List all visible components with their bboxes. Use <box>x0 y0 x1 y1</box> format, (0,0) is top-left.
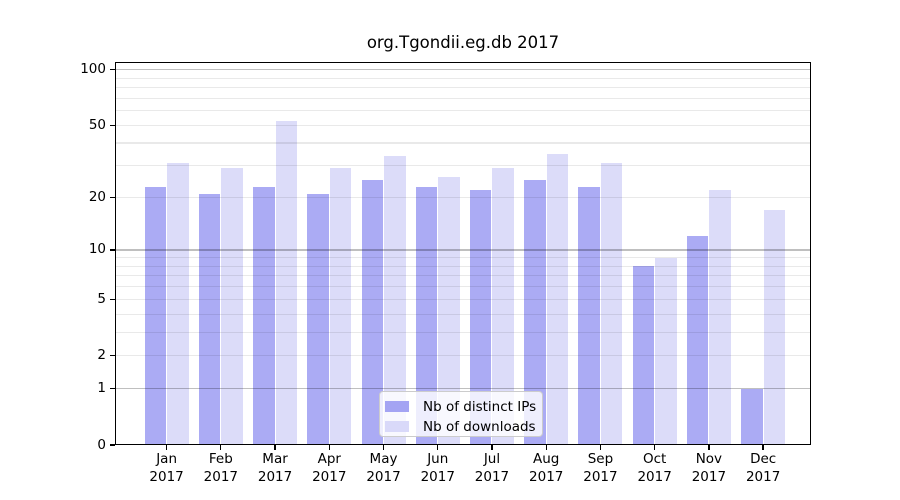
x-axis-tick <box>545 445 547 450</box>
x-axis-tick <box>708 445 710 450</box>
gridline-minor <box>115 77 811 79</box>
legend-label-distinct-ips: Nb of distinct IPs <box>423 398 537 415</box>
gridline-minor <box>115 142 811 144</box>
x-axis-tick <box>491 445 493 450</box>
legend-label-downloads: Nb of downloads <box>423 418 536 435</box>
gridline-minor <box>115 298 811 300</box>
x-axis-tick-label: May 2017 <box>366 451 401 485</box>
gridline-minor <box>115 97 811 99</box>
bar-nov-downloads <box>709 190 731 445</box>
y-axis-tick <box>110 355 115 357</box>
gridline-major <box>115 388 811 390</box>
gridline-minor <box>115 275 811 277</box>
gridline-minor <box>115 165 811 167</box>
x-axis-tick <box>220 445 222 450</box>
bar-apr-distinct-ips <box>307 193 329 445</box>
bar-aug-downloads <box>546 153 569 445</box>
y-axis-tick-label: 50 <box>88 116 106 133</box>
y-axis-tick <box>110 196 115 199</box>
x-axis-tick <box>328 445 330 450</box>
x-axis-tick <box>437 445 439 450</box>
x-axis-tick-label: Aug 2017 <box>529 451 564 485</box>
bar-sep-downloads <box>600 163 623 445</box>
x-axis-tick <box>654 445 656 450</box>
y-axis-tick <box>110 387 115 390</box>
bar-jul-distinct-ips <box>469 190 492 445</box>
bar-feb-distinct-ips <box>198 193 221 445</box>
bar-dec-distinct-ips <box>741 388 763 445</box>
gridline-minor <box>115 196 811 198</box>
legend-entry-downloads: Nb of downloads <box>385 418 542 435</box>
chart-title: org.Tgondii.eg.db 2017 <box>366 33 560 52</box>
gridline-minor <box>115 257 811 259</box>
y-axis-tick <box>110 298 115 300</box>
legend-swatch-distinct-ips <box>385 401 409 412</box>
bar-jan-distinct-ips <box>144 186 167 445</box>
x-axis-tick-label: Apr 2017 <box>312 451 347 485</box>
gridline-major <box>115 249 811 251</box>
bar-nov-distinct-ips <box>686 236 709 445</box>
y-axis-tick <box>110 69 115 71</box>
x-axis-tick-label: Dec 2017 <box>745 451 781 485</box>
x-axis-tick-label: Jan 2017 <box>149 451 184 485</box>
x-axis-tick <box>165 445 168 450</box>
y-axis-tick-label: 0 <box>97 436 106 453</box>
x-axis-tick-label: Sep 2017 <box>583 451 618 485</box>
y-axis-tick-label: 10 <box>88 241 106 258</box>
y-axis-tick <box>110 124 115 126</box>
bar-may-distinct-ips <box>361 180 384 445</box>
gridline-minor <box>115 331 811 333</box>
gridline-minor <box>115 265 811 267</box>
gridline-minor <box>115 124 811 126</box>
gridline-minor <box>115 87 811 89</box>
y-axis-tick-label: 5 <box>97 290 106 307</box>
x-axis-tick-label: Feb 2017 <box>203 451 238 485</box>
bar-mar-downloads <box>275 120 298 445</box>
x-axis-tick <box>382 445 385 450</box>
bar-dec-downloads <box>763 209 786 445</box>
y-axis-tick <box>110 444 115 446</box>
gridline-minor <box>115 110 811 112</box>
y-axis-tick <box>110 249 115 251</box>
bar-sep-distinct-ips <box>578 186 600 445</box>
bar-jul-downloads <box>492 168 514 445</box>
y-axis-tick-label: 2 <box>97 347 106 364</box>
x-axis-tick-label: Mar 2017 <box>257 451 293 485</box>
gridline-minor <box>115 286 811 288</box>
bar-jun-distinct-ips <box>415 186 438 445</box>
bar-aug-distinct-ips <box>524 180 546 445</box>
x-axis-tick-label: Oct 2017 <box>637 451 672 485</box>
gridline-minor <box>115 355 811 357</box>
legend-entry-distinct-ips: Nb of distinct IPs <box>385 398 542 415</box>
y-axis-tick-label: 1 <box>97 380 106 397</box>
bar-oct-downloads <box>655 257 677 445</box>
legend: Nb of distinct IPs Nb of downloads <box>379 391 543 437</box>
gridline-major <box>115 69 811 71</box>
y-axis-tick-label: 20 <box>88 188 106 205</box>
x-axis-tick <box>274 445 276 450</box>
legend-swatch-downloads <box>385 421 409 432</box>
bar-feb-downloads <box>221 168 243 445</box>
bar-may-downloads <box>384 155 406 445</box>
x-axis-tick <box>762 445 764 450</box>
y-axis-tick-label: 100 <box>80 61 106 78</box>
bar-jun-downloads <box>438 176 460 445</box>
bar-apr-downloads <box>329 168 352 445</box>
bar-mar-distinct-ips <box>253 186 275 445</box>
bar-jan-downloads <box>167 163 189 445</box>
bar-oct-distinct-ips <box>632 266 655 445</box>
x-axis-tick-label: Nov 2017 <box>691 451 727 485</box>
gridline-minor <box>115 313 811 315</box>
x-axis-tick <box>599 445 602 450</box>
x-axis-tick-label: Jun 2017 <box>420 451 455 485</box>
x-axis-tick-label: Jul 2017 <box>474 451 510 485</box>
